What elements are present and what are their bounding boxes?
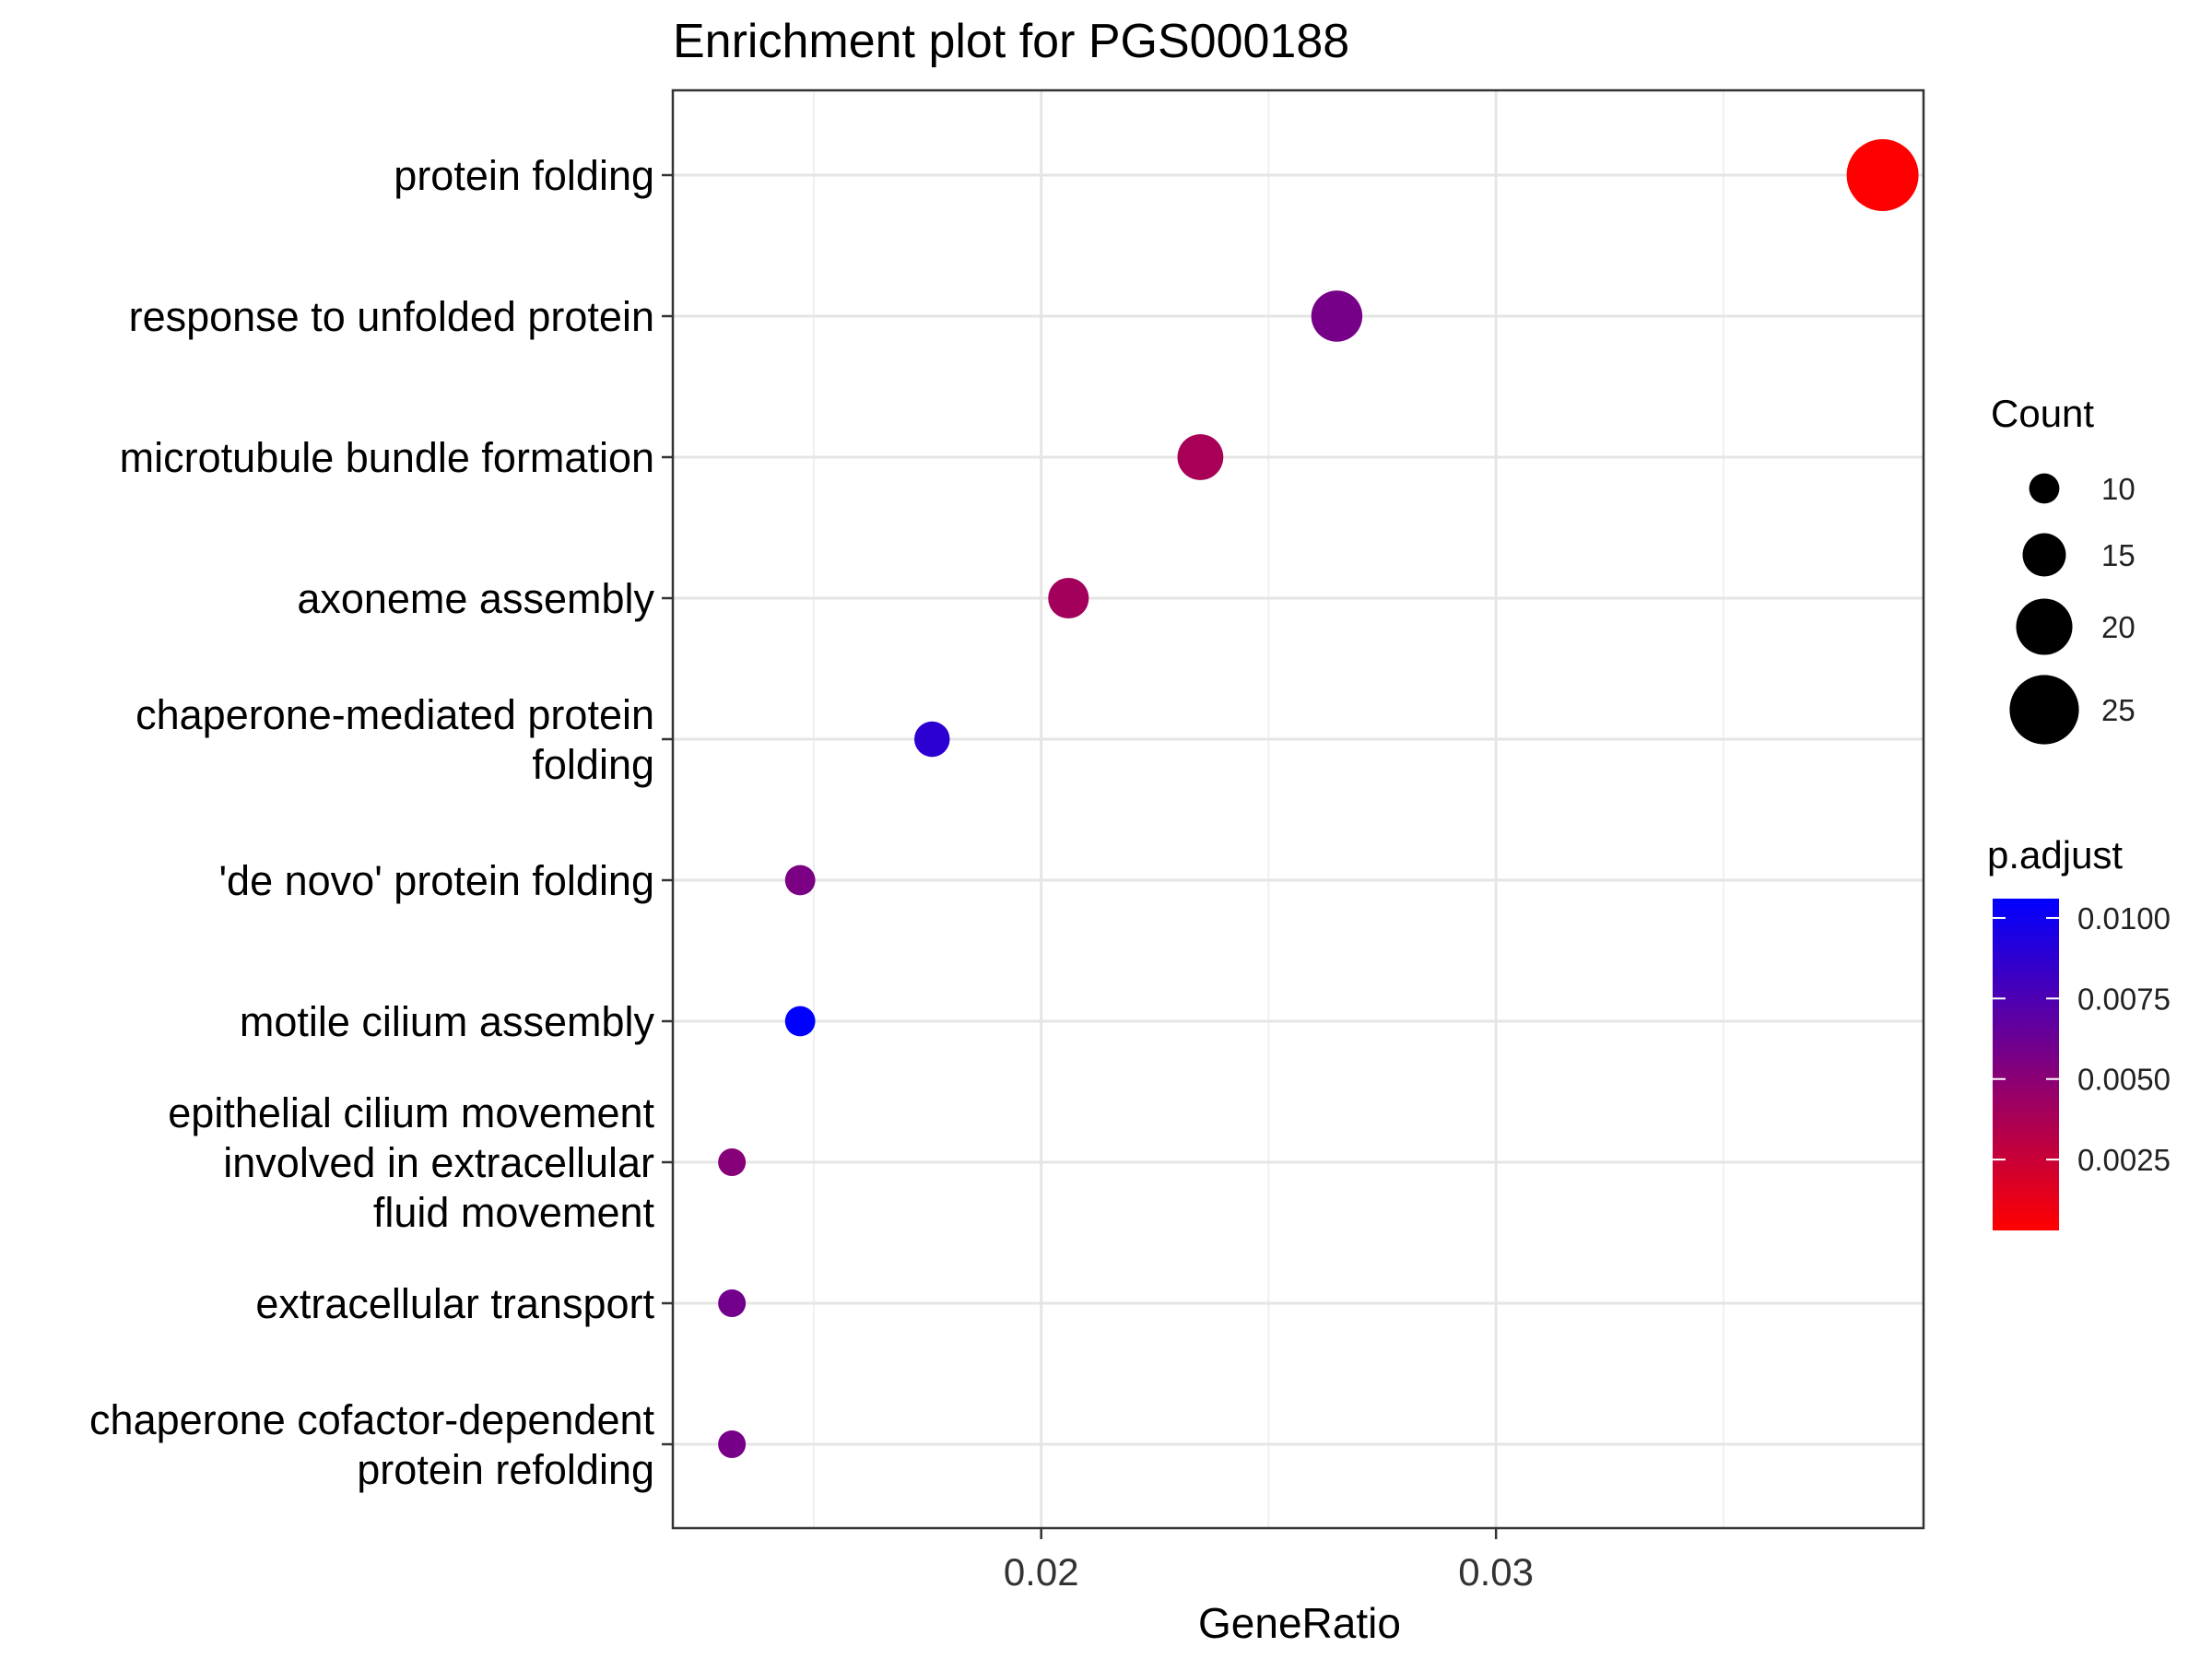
category-label: involved in extracellular <box>223 1139 654 1186</box>
count-legend-label: 10 <box>2101 472 2136 506</box>
category-label: 'de novo' protein folding <box>218 857 654 904</box>
count-size-legend: Count 10 15 20 25 <box>1991 392 2136 745</box>
p-adjust-legend-title: p.adjust <box>1987 833 2123 877</box>
x-axis: 0.02 0.03 <box>1004 1528 1534 1594</box>
count-legend-key <box>2029 473 2060 504</box>
p-adjust-colorbar <box>1993 899 2059 1230</box>
panel-background <box>673 90 1924 1528</box>
data-point <box>1311 290 1363 342</box>
count-legend-label: 15 <box>2101 538 2136 572</box>
count-legend-key <box>2009 675 2079 745</box>
category-label: protein refolding <box>357 1446 654 1493</box>
x-tick-label: 0.02 <box>1004 1550 1079 1594</box>
category-label: chaperone cofactor-dependent <box>89 1396 654 1443</box>
p-adjust-legend-label: 0.0025 <box>2077 1143 2171 1177</box>
category-label: fluid movement <box>373 1189 655 1236</box>
category-label: folding <box>532 741 654 788</box>
category-label: extracellular transport <box>255 1280 654 1327</box>
data-point <box>914 721 950 758</box>
count-legend-label: 25 <box>2101 693 2136 727</box>
p-adjust-legend-label: 0.0100 <box>2077 901 2171 935</box>
count-legend-label: 20 <box>2101 610 2136 644</box>
x-tick-label: 0.03 <box>1458 1550 1534 1594</box>
data-point <box>784 865 816 896</box>
p-adjust-legend-label: 0.0075 <box>2077 982 2171 1016</box>
x-axis-title: GeneRatio <box>1198 1599 1401 1647</box>
plot-panel <box>671 88 1925 1530</box>
count-legend-key <box>2022 533 2066 577</box>
category-label: motile cilium assembly <box>240 998 655 1045</box>
data-point <box>718 1289 747 1317</box>
category-label: chaperone-mediated protein <box>135 691 654 738</box>
count-legend-key <box>2016 598 2073 655</box>
category-label: epithelial cilium movement <box>168 1089 654 1136</box>
p-adjust-color-legend: p.adjust 0.0025 0.0050 0.0075 0.0100 <box>1987 833 2171 1230</box>
category-label: microtubule bundle formation <box>120 434 654 481</box>
count-legend-title: Count <box>1991 392 2094 435</box>
category-label: protein folding <box>394 152 654 199</box>
data-point <box>718 1430 747 1458</box>
panel-border <box>671 88 1925 1530</box>
data-point <box>1846 139 1919 211</box>
data-point <box>1048 577 1089 619</box>
p-adjust-legend-label: 0.0050 <box>2077 1063 2171 1097</box>
category-label: response to unfolded protein <box>129 293 654 340</box>
category-label: axoneme assembly <box>297 575 654 622</box>
data-point <box>784 1006 816 1037</box>
chart-title: Enrichment plot for PGS000188 <box>673 15 1349 68</box>
y-axis-category-labels: protein folding response to unfolded prot… <box>89 152 673 1493</box>
data-point <box>718 1148 747 1176</box>
data-point <box>1177 434 1224 480</box>
